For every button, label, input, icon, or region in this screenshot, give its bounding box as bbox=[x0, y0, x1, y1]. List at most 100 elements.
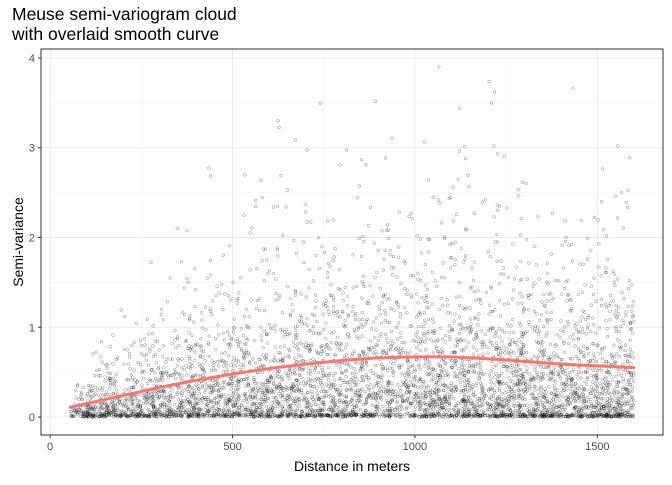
data-point bbox=[409, 396, 412, 399]
data-point bbox=[342, 291, 345, 294]
data-point bbox=[248, 315, 251, 318]
data-point bbox=[502, 350, 505, 353]
data-point bbox=[546, 322, 549, 325]
data-point bbox=[395, 390, 398, 393]
data-point bbox=[208, 355, 211, 358]
data-point bbox=[385, 337, 388, 340]
data-point bbox=[214, 294, 217, 297]
data-point bbox=[300, 293, 303, 296]
data-point bbox=[630, 363, 633, 366]
data-point bbox=[236, 364, 239, 367]
data-point bbox=[261, 389, 264, 392]
data-point bbox=[435, 345, 438, 348]
data-point bbox=[95, 351, 98, 354]
data-point bbox=[484, 199, 487, 202]
data-point bbox=[188, 314, 191, 317]
data-point bbox=[124, 389, 127, 392]
data-point bbox=[214, 381, 217, 384]
data-point bbox=[351, 310, 354, 313]
data-point bbox=[96, 389, 99, 392]
data-point bbox=[494, 376, 497, 379]
data-point bbox=[346, 295, 349, 298]
data-point bbox=[569, 388, 572, 391]
data-point bbox=[511, 243, 514, 246]
data-point bbox=[509, 380, 512, 383]
data-point bbox=[383, 309, 386, 312]
data-point bbox=[370, 328, 373, 331]
data-point bbox=[386, 224, 389, 227]
data-point bbox=[260, 335, 263, 338]
data-point bbox=[446, 304, 449, 307]
data-point bbox=[243, 214, 246, 217]
data-point bbox=[162, 379, 165, 382]
data-point bbox=[367, 378, 370, 381]
data-point bbox=[186, 277, 189, 280]
data-point bbox=[464, 371, 467, 374]
data-point bbox=[149, 350, 152, 353]
data-point bbox=[312, 398, 315, 401]
data-point bbox=[120, 309, 123, 312]
data-point bbox=[277, 119, 280, 122]
data-point bbox=[574, 345, 577, 348]
data-point bbox=[411, 217, 414, 220]
data-point bbox=[293, 357, 296, 360]
data-point bbox=[511, 297, 514, 300]
data-point bbox=[326, 220, 329, 223]
data-point bbox=[262, 346, 265, 349]
data-point bbox=[419, 349, 422, 352]
data-point bbox=[384, 333, 387, 336]
data-point bbox=[101, 386, 104, 389]
data-point bbox=[169, 277, 172, 280]
data-point bbox=[526, 367, 529, 370]
data-point bbox=[315, 300, 318, 303]
data-point bbox=[311, 396, 314, 399]
data-point bbox=[628, 279, 631, 282]
data-point bbox=[249, 269, 252, 272]
data-point bbox=[326, 271, 329, 274]
data-point bbox=[434, 279, 437, 282]
data-point bbox=[218, 398, 221, 401]
data-point bbox=[581, 316, 584, 319]
data-point bbox=[577, 293, 580, 296]
data-point bbox=[498, 375, 501, 378]
data-point bbox=[263, 279, 266, 282]
data-point bbox=[453, 263, 456, 266]
data-point bbox=[201, 319, 204, 322]
data-point bbox=[276, 205, 279, 208]
data-point bbox=[440, 297, 443, 300]
data-point bbox=[311, 390, 314, 393]
data-point bbox=[245, 349, 248, 352]
data-point bbox=[321, 350, 324, 353]
data-point bbox=[244, 173, 247, 176]
data-point bbox=[279, 346, 282, 349]
data-point bbox=[415, 315, 418, 318]
data-point bbox=[105, 391, 108, 394]
data-point bbox=[344, 319, 347, 322]
data-point bbox=[302, 344, 305, 347]
data-point bbox=[580, 390, 583, 393]
data-point bbox=[458, 367, 461, 370]
data-point bbox=[364, 323, 367, 326]
data-point bbox=[286, 389, 289, 392]
data-point bbox=[246, 401, 249, 404]
data-point bbox=[258, 309, 261, 312]
data-point bbox=[194, 288, 197, 291]
data-point bbox=[624, 314, 627, 317]
data-point bbox=[583, 380, 586, 383]
data-point bbox=[526, 330, 529, 333]
data-point bbox=[242, 399, 245, 402]
data-point bbox=[616, 338, 619, 341]
data-point bbox=[459, 402, 462, 405]
data-point bbox=[181, 358, 184, 361]
data-point bbox=[361, 318, 364, 321]
data-point bbox=[454, 258, 457, 261]
data-point bbox=[222, 365, 225, 368]
data-point bbox=[570, 243, 573, 246]
data-point bbox=[431, 302, 434, 305]
data-point bbox=[132, 407, 135, 410]
data-point bbox=[332, 299, 335, 302]
data-point bbox=[406, 352, 409, 355]
data-point bbox=[556, 389, 559, 392]
data-point bbox=[592, 369, 595, 372]
